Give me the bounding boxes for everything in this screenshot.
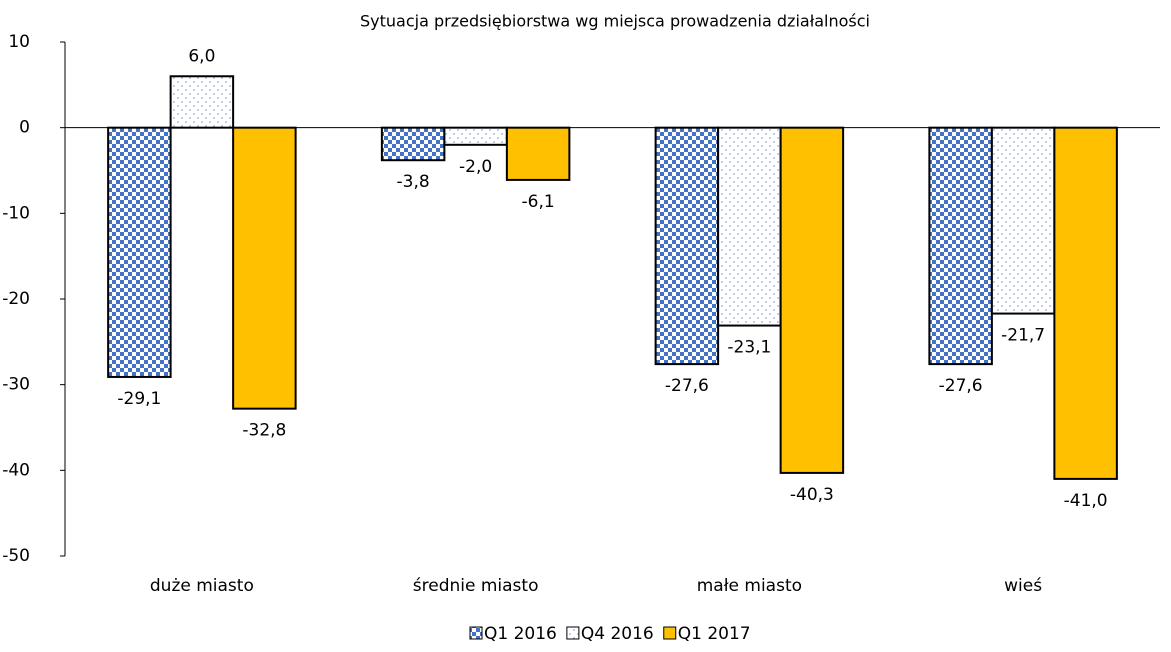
- data-label: -27,6: [939, 376, 983, 396]
- x-tick-label: średnie miasto: [413, 576, 539, 596]
- bar: [443, 126, 508, 146]
- data-label: -6,1: [522, 192, 555, 212]
- legend-swatch: [469, 626, 483, 640]
- x-tick-label: duże miasto: [150, 576, 254, 596]
- x-tick-label: małe miasto: [697, 576, 802, 596]
- bar: [779, 126, 845, 474]
- legend-swatch: [566, 626, 580, 640]
- data-label: -32,8: [242, 421, 286, 441]
- x-tick-label: wieś: [1004, 576, 1042, 596]
- bar: [169, 75, 235, 129]
- y-tick-label: -50: [2, 546, 30, 566]
- data-label: 6,0: [188, 46, 215, 66]
- legend-label: Q1 2017: [678, 624, 751, 644]
- bar: [232, 126, 297, 410]
- data-label: -40,3: [790, 485, 834, 505]
- bar: [505, 126, 571, 181]
- y-tick-label: 0: [19, 118, 30, 138]
- data-label: -2,0: [459, 157, 492, 177]
- bar: [380, 126, 446, 162]
- legend-swatch: [663, 626, 677, 640]
- data-label: -21,7: [1001, 326, 1045, 346]
- data-label: -3,8: [397, 172, 430, 192]
- data-label: -41,0: [1064, 491, 1108, 511]
- bar: [107, 126, 172, 378]
- chart-title: Sytuacja przedsiębiorstwa wg miejsca pro…: [360, 12, 870, 31]
- y-tick-label: -20: [2, 289, 30, 309]
- y-tick-label: 10: [8, 32, 30, 52]
- data-label: -23,1: [727, 338, 771, 358]
- legend-label: Q1 2016: [484, 624, 557, 644]
- bar: [1053, 126, 1118, 480]
- y-tick-label: -10: [2, 203, 30, 223]
- bar: [990, 126, 1056, 315]
- y-tick-label: -30: [2, 375, 30, 395]
- bar: [717, 126, 782, 327]
- data-label: -27,6: [665, 376, 709, 396]
- bar: [654, 126, 720, 366]
- data-label: -29,1: [117, 389, 161, 409]
- bar: [928, 126, 993, 366]
- legend-label: Q4 2016: [581, 624, 654, 644]
- y-tick-label: -40: [2, 460, 30, 480]
